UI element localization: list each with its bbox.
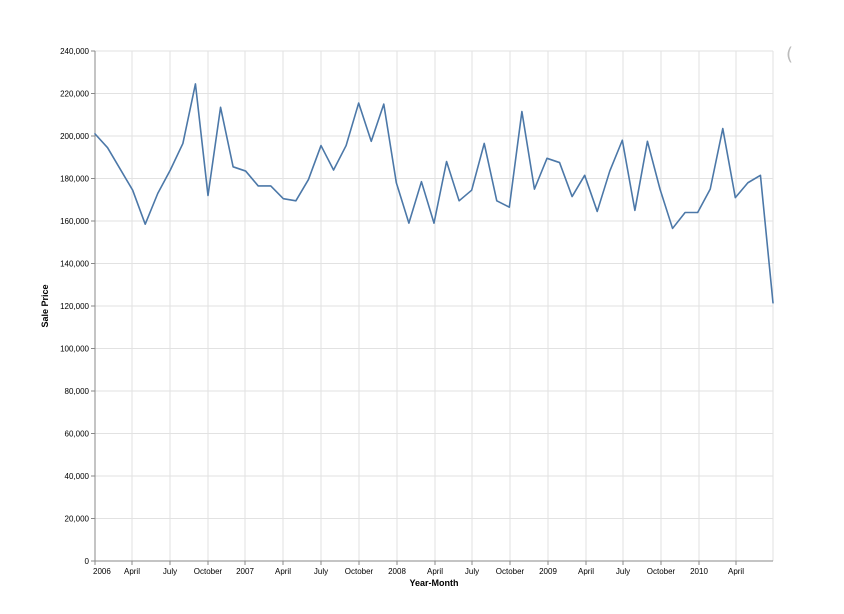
partial-glyph-mark: ( [786,44,793,65]
x-tick-label: April [728,567,744,576]
x-tick-label: 2008 [388,567,406,576]
x-tick-label: October [194,567,223,576]
x-tick-label: July [616,567,630,576]
y-tick-label: 240,000 [60,47,89,56]
x-tick-label: April [578,567,594,576]
y-tick-label: 120,000 [60,302,89,311]
y-tick-label: 60,000 [65,430,90,439]
y-axis-title: Sale Price [40,284,50,327]
x-tick-label: October [496,567,525,576]
x-tick-label: October [345,567,374,576]
y-tick-label: 140,000 [60,260,89,269]
x-tick-label: 2010 [690,567,708,576]
y-tick-label: 160,000 [60,217,89,226]
x-tick-label: July [163,567,177,576]
y-tick-label: 100,000 [60,345,89,354]
sale-price-line [94,83,774,304]
axis-layer: 0 20,000 40,000 60,000 80,000 100,000 120,000 1… [60,47,773,576]
x-tick-label: April [427,567,443,576]
y-tick-label: 200,000 [60,132,89,141]
series-layer [94,83,774,304]
x-tick-label: July [465,567,479,576]
y-tick-label: 80,000 [65,387,90,396]
y-tick-label: 180,000 [60,175,89,184]
y-tick-label: 20,000 [65,515,90,524]
x-tick-label: 2007 [236,567,254,576]
grid-layer [94,50,774,562]
y-tick-label: 220,000 [60,90,89,99]
y-tick-label: 0 [85,557,90,566]
x-tick-label: 2009 [539,567,557,576]
y-tick-label: 40,000 [65,472,90,481]
x-tick-label: July [314,567,328,576]
x-tick-label: 2006 [93,567,111,576]
x-tick-label: April [275,567,291,576]
x-tick-label: April [124,567,140,576]
x-axis-title: Year-Month [409,578,458,588]
x-tick-label: October [647,567,676,576]
